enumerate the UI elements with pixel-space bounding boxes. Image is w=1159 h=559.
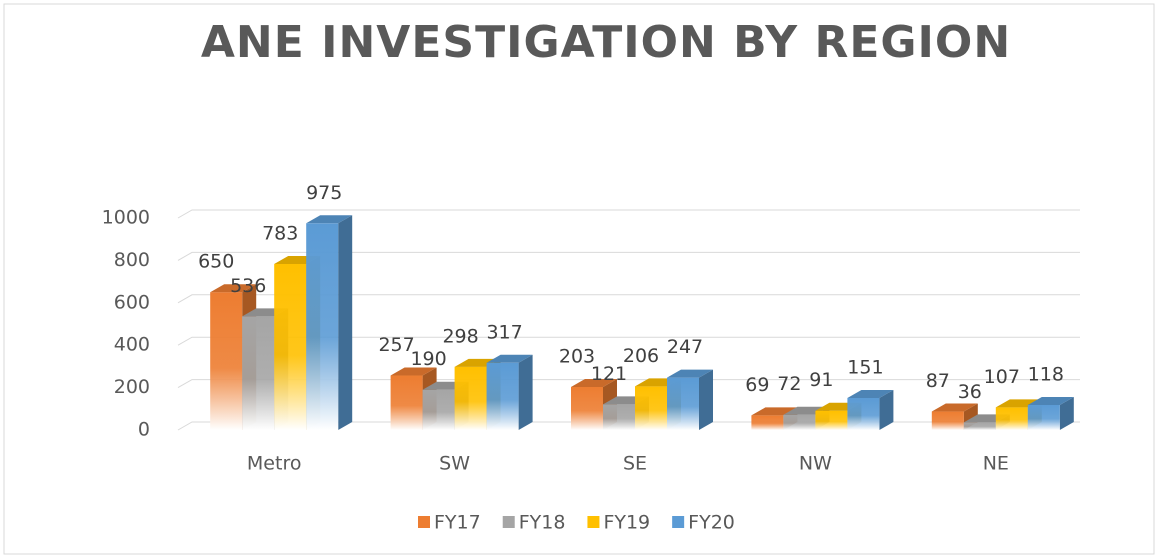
bar-front — [274, 264, 307, 430]
data-label: 107 — [984, 366, 1020, 388]
x-tick-label: SW — [439, 453, 470, 475]
y-tick-label: 1000 — [102, 207, 150, 229]
legend-label: FY20 — [688, 512, 735, 534]
data-label: 118 — [1028, 363, 1064, 385]
bar-top — [571, 378, 617, 387]
y-tick-label: 600 — [114, 291, 150, 313]
data-label: 72 — [777, 373, 801, 395]
bar-front — [242, 316, 275, 430]
grid-line — [177, 379, 1080, 389]
bar-front — [667, 377, 699, 430]
bar-front — [1027, 404, 1060, 430]
data-label: 36 — [958, 381, 982, 403]
bar-top — [210, 284, 257, 293]
legend-label: FY18 — [519, 512, 566, 534]
x-tick-label: SE — [623, 453, 647, 475]
legend-label: FY17 — [434, 512, 481, 534]
bar-front — [783, 414, 816, 430]
data-label: 206 — [623, 345, 659, 367]
data-label: 69 — [745, 374, 769, 396]
bar-front — [603, 404, 635, 430]
chart-border — [3, 3, 1155, 555]
bar-top — [847, 389, 894, 398]
bar-front — [751, 415, 784, 430]
bar-front — [422, 389, 455, 430]
data-label: 247 — [667, 336, 703, 358]
bar — [306, 215, 353, 430]
bar-front — [210, 292, 243, 430]
data-label: 203 — [559, 345, 595, 367]
x-tick-label: NW — [799, 453, 832, 475]
bar-front — [847, 397, 880, 430]
bar-front — [306, 223, 339, 430]
bar-front — [963, 422, 996, 430]
bar-front — [454, 366, 487, 430]
data-label: 91 — [809, 369, 833, 391]
legend-swatch — [587, 516, 600, 528]
legend-swatch — [502, 516, 515, 528]
bar-top — [390, 367, 437, 376]
y-tick-label: 800 — [114, 249, 150, 271]
data-label: 317 — [486, 321, 522, 343]
bar-front — [931, 411, 964, 430]
y-tick-label: 0 — [138, 419, 150, 441]
data-label: 298 — [442, 325, 478, 347]
data-label: 151 — [847, 356, 883, 378]
data-label: 190 — [410, 348, 446, 370]
chart-title: ANE INVESTIGATION BY REGION — [201, 17, 1011, 68]
bar-front — [635, 386, 667, 430]
bar-side — [518, 354, 533, 430]
legend-label: FY19 — [603, 512, 650, 534]
bar-top — [1027, 396, 1074, 405]
data-label: 650 — [198, 251, 234, 273]
bar-front — [390, 375, 423, 430]
bar-top — [306, 215, 353, 224]
bar — [847, 389, 894, 430]
bar — [1027, 396, 1074, 430]
grid-line — [177, 209, 1080, 219]
data-label: 975 — [306, 182, 342, 204]
grid-line — [177, 294, 1080, 304]
bar-top — [667, 369, 713, 378]
y-tick-label: 200 — [114, 376, 150, 398]
data-label: 257 — [378, 334, 414, 356]
bar-side — [338, 215, 353, 430]
grid-line — [177, 336, 1080, 346]
bar-top — [931, 403, 978, 412]
data-label: 536 — [230, 275, 266, 297]
data-label: 783 — [262, 223, 298, 245]
bar-top — [486, 354, 533, 363]
data-label: 87 — [926, 370, 950, 392]
bar — [486, 354, 533, 430]
bar-front — [995, 407, 1028, 430]
y-tick-label: 400 — [114, 334, 150, 356]
bar-side — [699, 369, 713, 430]
grid-line — [177, 251, 1080, 261]
bar-side — [1059, 396, 1074, 430]
legend-swatch — [418, 516, 430, 528]
legend-swatch — [672, 516, 685, 528]
bar — [667, 369, 713, 430]
bar-front — [571, 386, 603, 430]
bar-side — [879, 389, 894, 430]
bar-front — [815, 410, 848, 430]
x-tick-label: NE — [983, 453, 1009, 475]
bar-front — [486, 362, 519, 430]
data-label: 121 — [591, 363, 627, 385]
x-tick-label: Metro — [247, 453, 302, 475]
